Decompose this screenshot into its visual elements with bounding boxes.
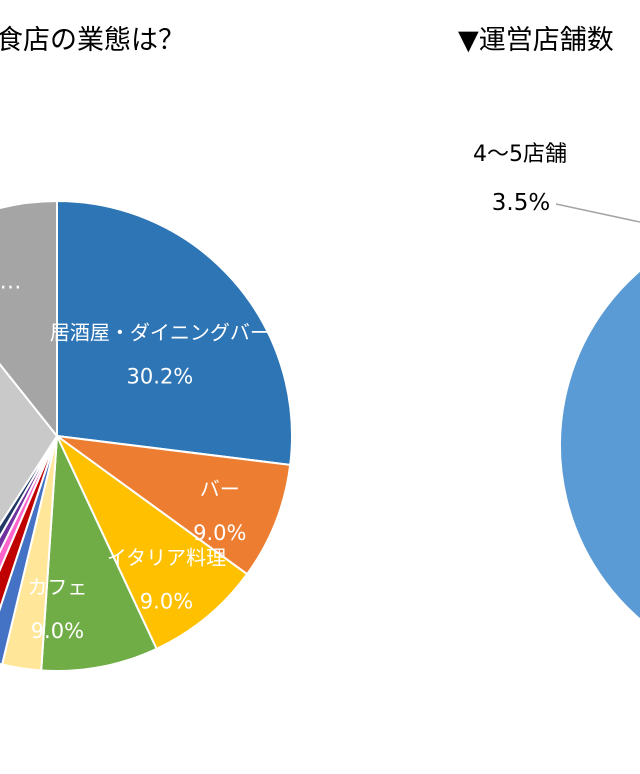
- left-pie-slice-1: [56, 435, 292, 576]
- left-slice-label-0: 居酒屋・ダイニングバー: [50, 320, 270, 344]
- left-pie-slice-7: [0, 435, 58, 572]
- left-slice-value-2: 9.0%: [140, 590, 193, 614]
- right-pie-slice-2: [559, 269, 640, 621]
- right-chart-title: ▼運営店舗数: [458, 25, 614, 56]
- left-pie-slice-8: [0, 435, 58, 554]
- right-leader-line: [555, 203, 640, 223]
- left-slice-label-2: イタリア料理: [107, 546, 226, 570]
- right-slice-label-0: 4～5店舗: [473, 142, 567, 167]
- left-pie-slice-3: [40, 435, 158, 672]
- left-slice-label-3: カフェ: [27, 575, 87, 599]
- left-truncated-label: …: [0, 269, 22, 294]
- right-slice-value-0: 3.5%: [492, 190, 550, 216]
- left-pie-slice-11: [0, 199, 58, 439]
- pie-labels: 居酒屋・ダイニングバー30.2%バー9.0%イタリア料理9.0%カフェ9.0%……: [0, 142, 640, 643]
- left-pie-slice-5: [0, 435, 58, 666]
- right-pie-chart: [559, 269, 640, 621]
- left-pie-slice-9: [0, 435, 58, 539]
- left-pie-slice-0: [56, 199, 293, 467]
- left-slice-value-3: 9.0%: [31, 619, 84, 643]
- left-chart-title: 食店の業態は？: [0, 25, 185, 56]
- left-pie-slice-2: [56, 435, 249, 651]
- left-slice-label-1: バー: [200, 477, 240, 501]
- left-slice-value-1: 9.0%: [193, 521, 246, 545]
- left-pie-slice-6: [0, 435, 58, 612]
- left-pie-chart: [0, 199, 293, 672]
- left-slice-value-0: 30.2%: [127, 364, 194, 388]
- left-pie-slice-10: [0, 362, 59, 527]
